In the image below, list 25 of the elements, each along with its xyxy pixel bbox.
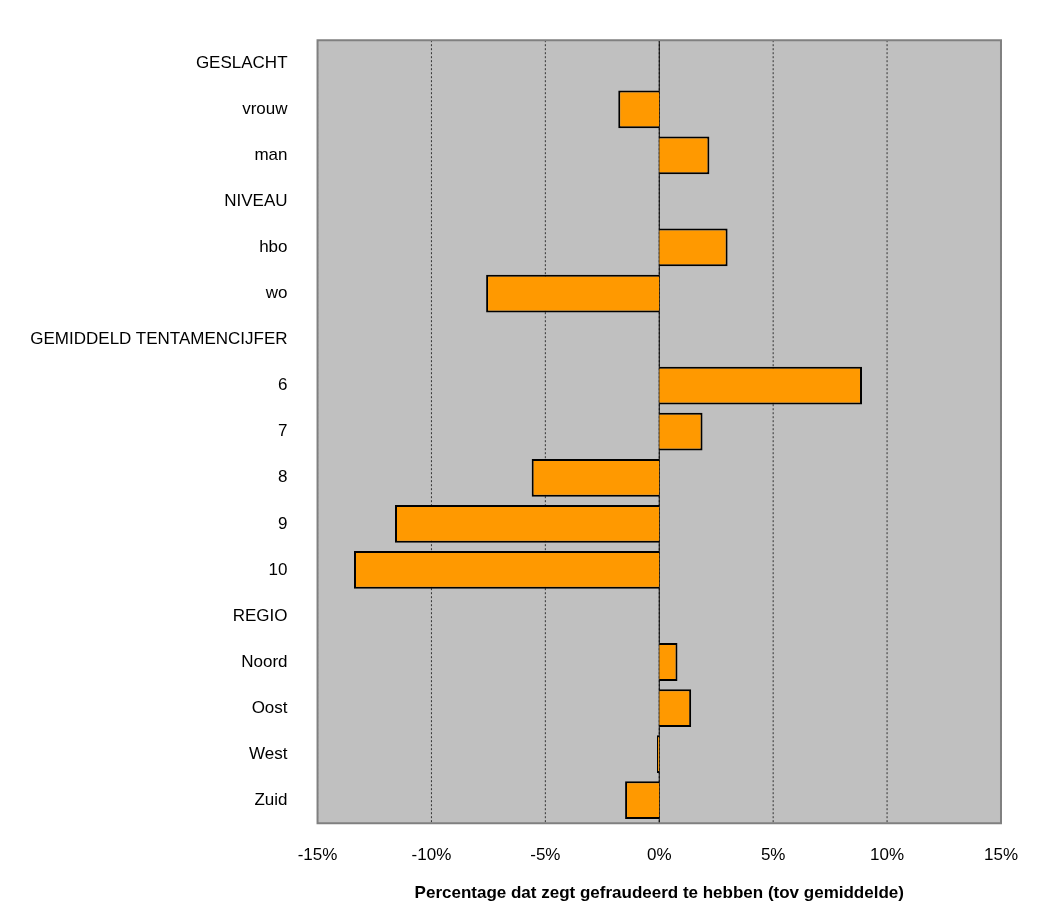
y-tick-label: 9 <box>278 513 288 533</box>
x-tick-label: -10% <box>411 845 452 865</box>
y-tick-label: Oost <box>251 697 288 717</box>
x-tick-label: 5% <box>760 845 786 865</box>
y-tick-label: REGIO <box>232 605 288 625</box>
y-tick-label: vrouw <box>242 98 289 118</box>
x-tick-label: 15% <box>983 845 1018 865</box>
x-axis-title: Percentage dat zegt gefraudeerd te hebben (tov gemiddelde) <box>414 883 904 903</box>
y-tick-label: Noord <box>241 651 288 671</box>
x-tick-label: 0% <box>646 845 672 865</box>
y-tick-label: GEMIDDELD TENTAMENCIJFER <box>30 329 288 349</box>
x-tick-label: -15% <box>297 845 338 865</box>
y-tick-label: man <box>254 145 288 165</box>
y-tick-label: 7 <box>278 421 288 441</box>
y-tick-label: GESLACHT <box>195 52 288 72</box>
y-tick-label: 8 <box>278 467 288 487</box>
x-tick-label: -5% <box>530 845 561 865</box>
y-tick-label: wo <box>264 283 288 303</box>
y-tick-label: West <box>249 743 288 763</box>
y-tick-label: 6 <box>278 375 288 395</box>
y-tick-label: NIVEAU <box>224 191 288 211</box>
x-tick-label: 10% <box>870 845 905 865</box>
y-tick-label: hbo <box>259 237 288 257</box>
y-tick-label: 10 <box>268 559 288 579</box>
y-tick-label: Zuid <box>254 789 288 809</box>
